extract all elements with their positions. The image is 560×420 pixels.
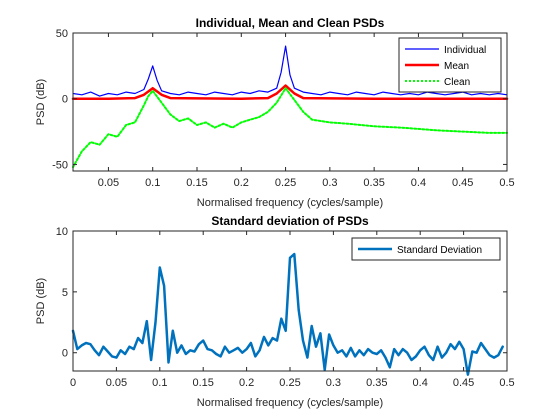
axes-frame — [72, 32, 508, 172]
x-tick-label: 0.2 — [239, 377, 254, 389]
x-tick-label: 0 — [70, 377, 76, 389]
x-tick-label: 0.1 — [152, 377, 167, 389]
x-tick-label: 0.25 — [275, 177, 296, 189]
x-tick-label: 0.05 — [106, 377, 127, 389]
y-axis-label: PSD (dB) — [35, 278, 47, 324]
psd-chart: 0.05 0.1 0.15 0.2 0.25 0.3 0.35 0.4 0.45 0.5 -50 0 5… — [35, 16, 515, 209]
x-tick-label: 0.5 — [499, 177, 514, 189]
x-tick-label: 0.35 — [363, 177, 384, 189]
y-tick-label: 50 — [56, 28, 68, 40]
legend-box — [351, 237, 501, 261]
x-tick-label: 0.4 — [413, 377, 428, 389]
x-tick-label: 0.15 — [186, 177, 207, 189]
x-tick-label: 0.5 — [499, 377, 514, 389]
chart-title: Individual, Mean and Clean PSDs — [196, 16, 385, 30]
x-tick-label: 0.4 — [411, 177, 426, 189]
series-line-clean — [72, 87, 508, 169]
legend: Standard Deviation — [351, 237, 501, 261]
x-tick-label: 0.35 — [366, 377, 387, 389]
x-tick-label: 0.25 — [279, 377, 300, 389]
series-line-standard-deviation — [71, 252, 504, 376]
x-tick-label: 0.3 — [322, 177, 337, 189]
x-tick-label: 0.05 — [98, 177, 119, 189]
x-axis-label: Normalised frequency (cycles/sample) — [197, 197, 383, 209]
legend-label: Clean — [444, 77, 470, 88]
std-chart: 0 0.05 0.1 0.15 0.2 0.25 0.3 0.35 0.4 0.45 0.5 0 5 10… — [35, 214, 515, 409]
x-tick-label: 0.3 — [326, 377, 341, 389]
y-tick-label: 5 — [62, 287, 68, 299]
x-tick-label: 0.1 — [145, 177, 160, 189]
y-tick-label: 10 — [56, 226, 68, 238]
y-tick-label: 0 — [62, 94, 68, 106]
legend-label: Standard Deviation — [397, 245, 482, 256]
y-tick-label: -50 — [52, 159, 68, 171]
chart-title: Standard deviation of PSDs — [211, 214, 369, 228]
x-axis-label: Normalised frequency (cycles/sample) — [197, 397, 383, 409]
y-axis-label: PSD (dB) — [35, 79, 47, 125]
x-tick-label: 0.15 — [192, 377, 213, 389]
x-tick-label: 0.45 — [453, 377, 474, 389]
y-tick-label: 0 — [62, 348, 68, 360]
x-tick-label: 0.2 — [234, 177, 249, 189]
legend-label: Individual — [444, 45, 486, 56]
legend: Individual Mean Clean — [398, 37, 502, 93]
x-tick-label: 0.45 — [452, 177, 473, 189]
series-line-mean — [71, 84, 509, 100]
legend-label: Mean — [444, 61, 469, 72]
